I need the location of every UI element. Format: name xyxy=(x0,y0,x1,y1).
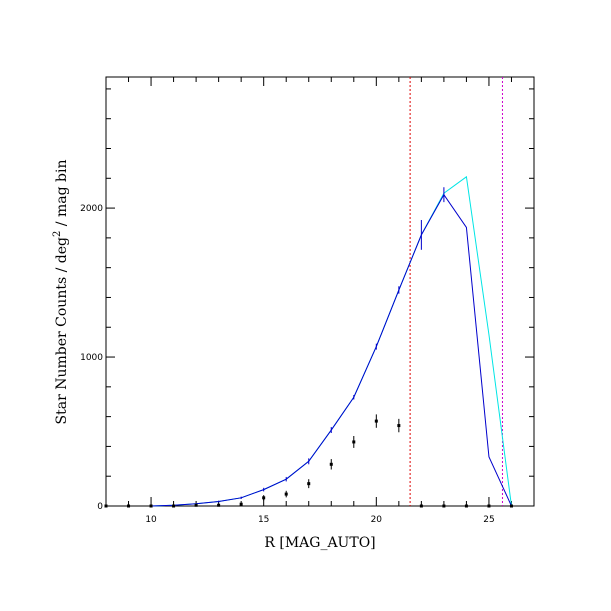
x-tick-label: 15 xyxy=(258,515,269,525)
y-axis-title-main: Star Number Counts / deg xyxy=(54,237,70,424)
data-point xyxy=(172,504,176,508)
data-point xyxy=(352,440,356,444)
data-point xyxy=(374,419,378,423)
data-point xyxy=(217,503,221,507)
data-point xyxy=(329,462,333,466)
data-point xyxy=(262,496,266,500)
x-axis-title: R [MAG_AUTO] xyxy=(264,535,375,551)
y-tick-label: 1000 xyxy=(80,353,103,363)
data-point xyxy=(239,502,243,506)
y-axis-title: Star Number Counts / deg2 / mag bin xyxy=(52,160,70,425)
data-point xyxy=(487,504,491,508)
x-tick-labels: 10 15 20 25 xyxy=(145,515,494,525)
minor-ticks xyxy=(105,77,535,506)
y-axis-title-tail: / mag bin xyxy=(54,160,70,231)
limit-lines xyxy=(409,77,503,506)
data-point xyxy=(509,504,513,508)
series-0 xyxy=(151,175,512,507)
x-tick-label: 20 xyxy=(371,515,383,525)
data-point xyxy=(307,482,311,486)
x-tick-label: 10 xyxy=(145,515,157,525)
plot-frame xyxy=(105,76,535,507)
series-line xyxy=(151,175,512,507)
x-tick-label: 25 xyxy=(483,515,494,525)
y-tick-labels: 0 1000 2000 xyxy=(80,204,103,512)
major-ticks xyxy=(106,77,534,507)
series-layer xyxy=(104,175,513,508)
data-point xyxy=(419,504,423,508)
data-point xyxy=(397,424,401,428)
y-axis-title-sup: 2 xyxy=(52,231,63,237)
y-tick-label: 2000 xyxy=(80,204,103,214)
series-1 xyxy=(151,187,512,507)
y-tick-label: 0 xyxy=(97,502,103,512)
data-point xyxy=(284,492,288,496)
data-point xyxy=(464,504,468,508)
data-point xyxy=(194,503,198,507)
data-point xyxy=(104,504,108,508)
data-point xyxy=(149,504,153,508)
series-2 xyxy=(104,414,513,508)
data-point xyxy=(442,504,446,508)
data-point xyxy=(127,504,131,508)
